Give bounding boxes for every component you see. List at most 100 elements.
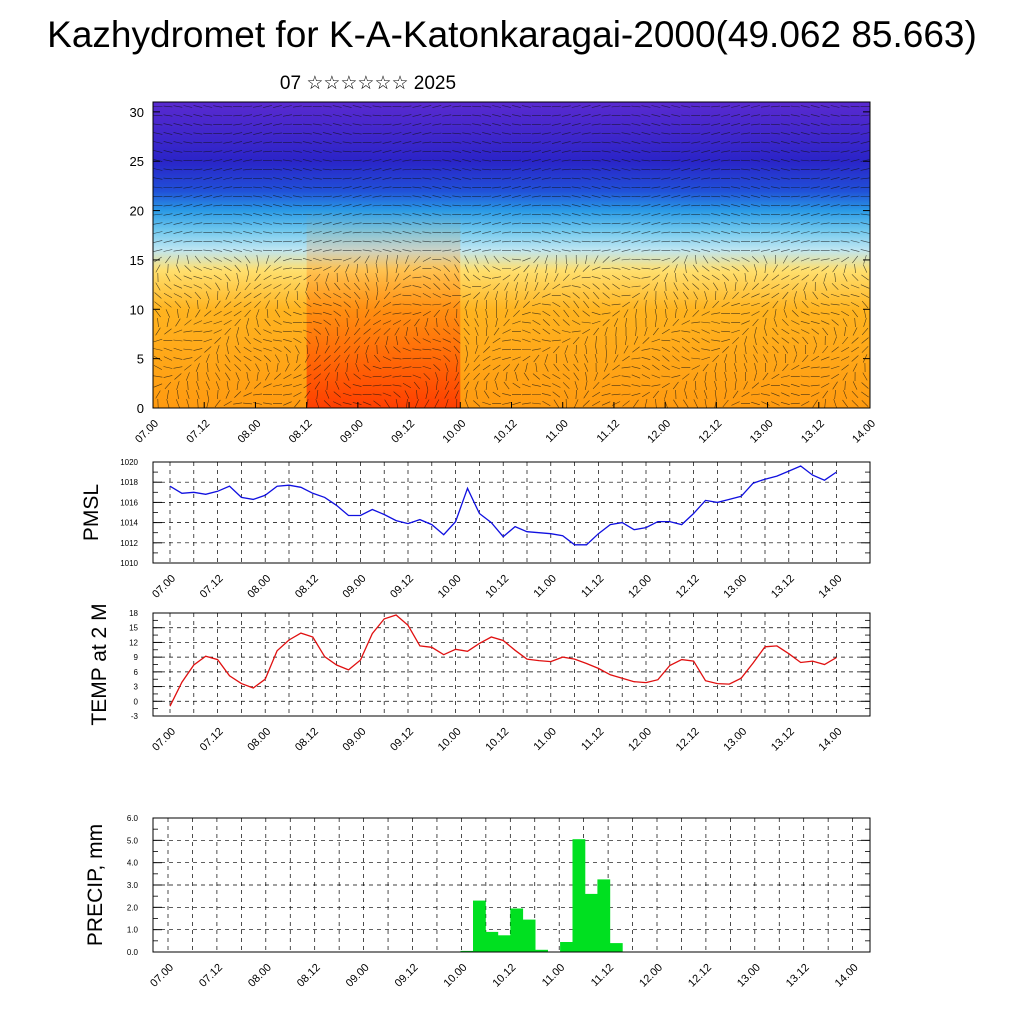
x-tick-label: 09.12 xyxy=(388,573,416,601)
panel1-x-tick-label: 11.00 xyxy=(543,418,570,445)
y-tick-label: 6 xyxy=(134,668,139,677)
x-tick-label: 10.12 xyxy=(483,726,511,754)
precip-bar xyxy=(585,893,598,952)
y-tick-label: 1016 xyxy=(120,498,138,507)
precip-bar xyxy=(460,950,474,952)
y-tick-label: 15 xyxy=(129,624,138,633)
x-tick-label: 10.00 xyxy=(436,573,464,601)
precip-axis-label: PRECIP, mm xyxy=(84,824,107,946)
y-tick-label: 2.0 xyxy=(127,903,139,912)
x-tick-label: 13.00 xyxy=(721,726,749,754)
y-tick-label: -3 xyxy=(131,712,139,721)
precip-bar xyxy=(572,839,586,952)
panel1-x-tick-label: 11.12 xyxy=(595,418,622,445)
x-tick-label: 08.00 xyxy=(245,573,273,601)
y-tick-label: 12 xyxy=(129,638,138,647)
precip-bar xyxy=(535,949,548,952)
y-tick-label: 6.0 xyxy=(127,814,139,823)
panel1-x-tick-label: 13.12 xyxy=(799,418,827,446)
panel-frame xyxy=(152,461,871,564)
x-tick-label: 08.12 xyxy=(293,726,321,754)
panel1-y-tick-label: 15 xyxy=(130,253,144,268)
x-tick-label: 07.00 xyxy=(148,962,176,990)
y-tick-label: 1020 xyxy=(120,458,138,467)
panel1-y-tick-label: 25 xyxy=(130,154,144,169)
precip-bar xyxy=(497,935,511,953)
wind-temperature-cross-section: 0 5 10 15 20 25 30 07.00 07.12 08.00 08.12 09.00 09.… xyxy=(130,101,878,446)
x-tick-label: 13.12 xyxy=(769,573,797,601)
precip-bar xyxy=(597,879,611,952)
x-tick-label: 09.00 xyxy=(344,962,372,990)
panel1-x-tick-label: 14.00 xyxy=(850,418,878,446)
x-tick-label: 10.12 xyxy=(490,962,518,990)
panel1-x-tick-label: 07.00 xyxy=(133,418,161,446)
x-tick-label: 10.00 xyxy=(436,726,464,754)
temp-2m-panel: -3 0 3 6 9 12 15 18 07.00 07.12 08.00 08.12 09.00 09.… xyxy=(88,603,871,754)
precip-panel: 0.0 1.0 2.0 3.0 4.0 5.0 6.0 07.00 07.12 08.00 08.1… xyxy=(84,814,871,990)
x-tick-label: 13.00 xyxy=(721,573,749,601)
x-tick-label: 11.12 xyxy=(579,726,606,753)
panel1-x-tick-label: 12.00 xyxy=(645,418,673,446)
x-tick-label: 12.00 xyxy=(626,573,654,601)
y-tick-label: 4.0 xyxy=(127,859,139,868)
x-tick-label: 11.12 xyxy=(579,573,606,600)
panel1-x-tick-label: 12.12 xyxy=(697,418,725,446)
x-tick-label: 11.00 xyxy=(540,962,567,989)
panel-grid xyxy=(153,462,870,563)
chart-title: Kazhydromet for K-A-Katonkaragai-2000(49… xyxy=(47,14,977,55)
y-tick-label: 1.0 xyxy=(127,926,139,935)
x-tick-label: 07.12 xyxy=(198,573,226,601)
panel1-x-tick-label: 07.12 xyxy=(184,418,212,446)
x-tick-label: 11.00 xyxy=(532,573,559,600)
x-tick-label: 12.00 xyxy=(626,726,654,754)
panel1-y-tick-label: 10 xyxy=(130,302,144,317)
x-tick-label: 07.12 xyxy=(198,726,226,754)
x-tick-label: 13.12 xyxy=(769,726,797,754)
pmsl-axis-label: PMSL xyxy=(80,484,103,541)
precip-bar xyxy=(560,942,573,952)
y-tick-label: 1014 xyxy=(120,519,138,528)
precip-bar xyxy=(473,900,486,952)
x-tick-label: 07.00 xyxy=(150,573,178,601)
warm-core xyxy=(306,209,461,408)
precip-bar xyxy=(522,919,536,952)
panel-frame xyxy=(152,612,871,717)
y-tick-label: 1010 xyxy=(120,559,138,568)
temp-axis-label: TEMP at 2 M xyxy=(88,603,111,725)
x-tick-label: 12.12 xyxy=(674,726,702,754)
panel1-x-tick-label: 08.00 xyxy=(236,418,264,446)
y-tick-label: 18 xyxy=(129,609,138,618)
panel1-y-tick-label: 30 xyxy=(130,105,144,120)
temperature-field xyxy=(153,102,870,408)
x-tick-label: 08.00 xyxy=(245,726,273,754)
wind-vectors xyxy=(153,105,870,408)
x-tick-label: 11.00 xyxy=(532,726,559,753)
panel1-x-tick-label: 13.00 xyxy=(748,418,776,446)
panel1-y-tick-label: 0 xyxy=(137,401,144,416)
y-tick-label: 1018 xyxy=(120,478,138,487)
pmsl-line xyxy=(169,465,837,546)
x-tick-label: 07.00 xyxy=(150,726,178,754)
x-tick-label: 10.12 xyxy=(483,573,511,601)
y-tick-label: 9 xyxy=(134,653,139,662)
panel1-x-tick-label: 09.00 xyxy=(338,418,366,446)
x-tick-label: 12.00 xyxy=(637,962,665,990)
x-tick-label: 14.00 xyxy=(833,962,861,990)
panel-grid xyxy=(153,613,870,716)
precip-bar xyxy=(485,931,499,952)
y-tick-label: 5.0 xyxy=(127,836,139,845)
x-tick-label: 09.12 xyxy=(388,726,416,754)
x-tick-label: 09.12 xyxy=(393,962,421,990)
x-tick-label: 11.12 xyxy=(589,962,616,989)
x-tick-label: 12.12 xyxy=(686,962,714,990)
y-tick-label: 0 xyxy=(134,697,139,706)
x-tick-label: 07.12 xyxy=(197,962,225,990)
y-tick-label: 3 xyxy=(134,683,139,692)
x-tick-label: 12.12 xyxy=(674,573,702,601)
pmsl-panel: 1010 1012 1014 1016 1018 1020 07.00 07.12 08.00 0… xyxy=(80,458,871,601)
panel1-y-tick-label: 5 xyxy=(137,352,144,367)
x-tick-label: 08.12 xyxy=(293,573,321,601)
precip-bar xyxy=(609,943,623,952)
panel1-x-tick-label: 10.00 xyxy=(440,418,468,446)
